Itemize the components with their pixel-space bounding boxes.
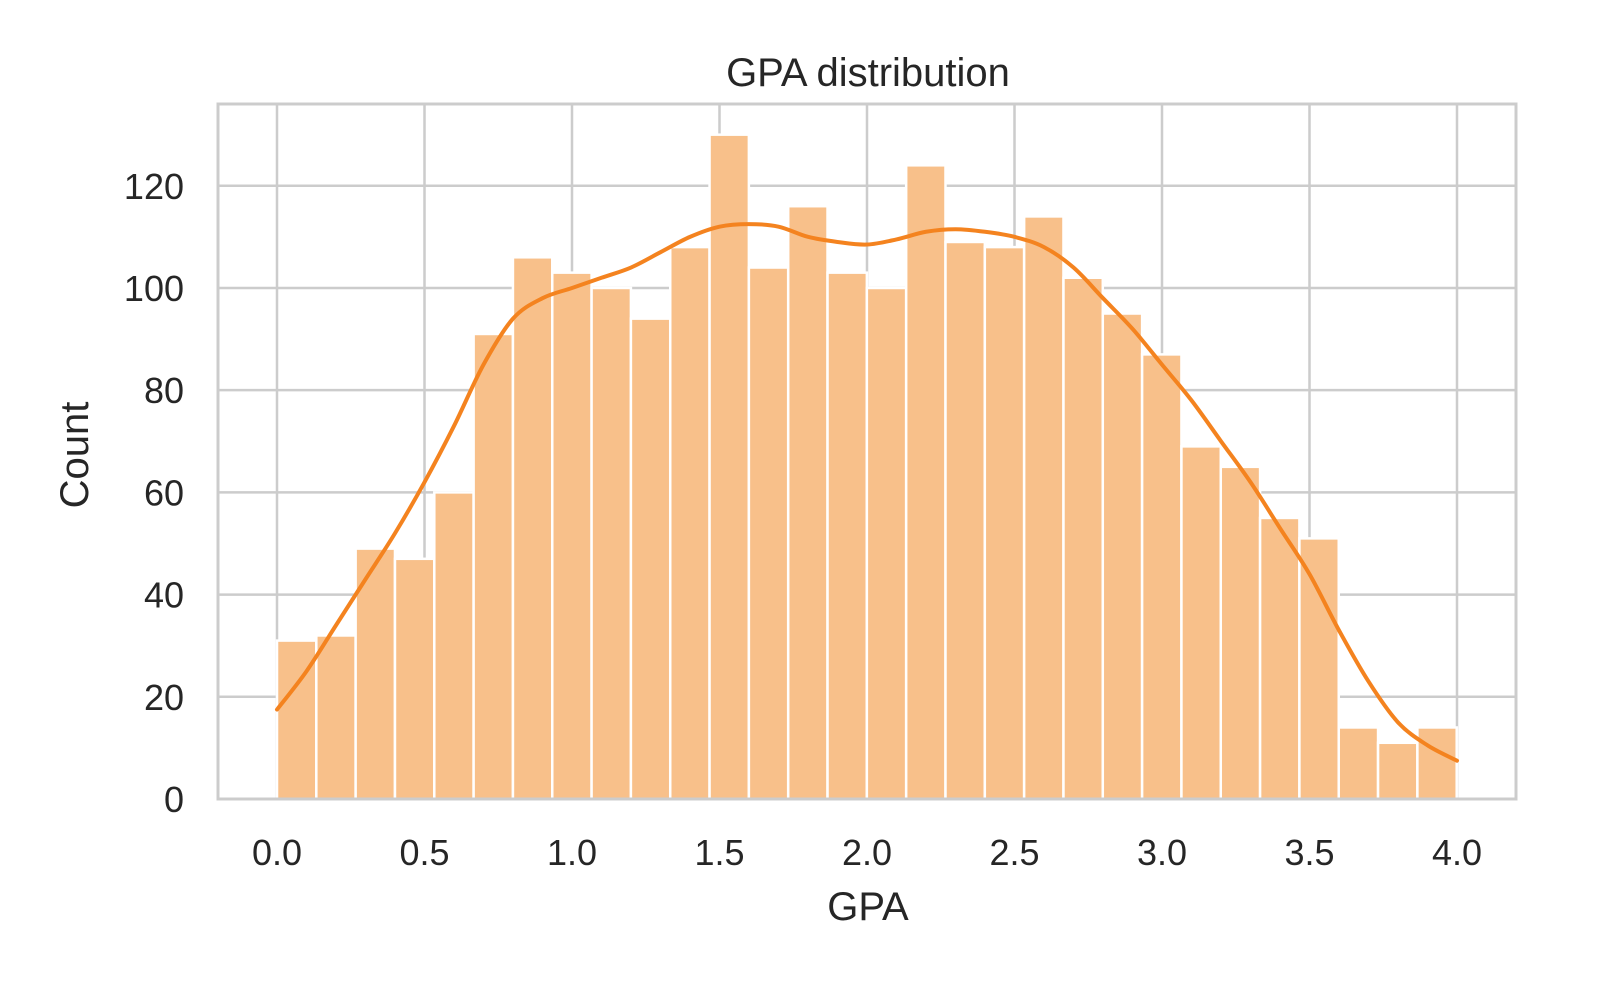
histogram-bar-7 [551, 271, 593, 801]
histogram-bar-14 [826, 271, 869, 801]
x-tick-label-0: 0.0 [252, 832, 302, 873]
x-tick-label-2: 1.0 [547, 832, 597, 873]
x-tick-label-4: 2.0 [842, 832, 892, 873]
y-tick-label-1: 20 [144, 677, 184, 718]
histogram-bar-1 [315, 634, 357, 801]
x-tick-label-8: 4.0 [1432, 832, 1482, 873]
histogram-bar-20 [1062, 276, 1105, 801]
x-tick-label-5: 2.5 [989, 832, 1039, 873]
histogram-bar-15 [865, 286, 908, 801]
plot-frame [216, 102, 1518, 801]
x-axis-label: GPA [827, 885, 909, 929]
kde-layer [275, 222, 1459, 763]
y-tick-label-4: 80 [144, 370, 184, 411]
tick-labels-layer: 0.0 0.5 1.0 1.5 2.0 2.5 3.0 3.5 4.0 0 20 40 60 80 100 1… [124, 166, 1482, 873]
histogram-bar-4 [433, 491, 475, 801]
frame-layer [216, 102, 1518, 801]
bars-layer [275, 133, 1458, 801]
histogram-bar-13 [786, 204, 829, 801]
histogram-bar-29 [1416, 726, 1458, 801]
histogram-bar-28 [1376, 741, 1419, 801]
histogram-bar-12 [747, 266, 790, 801]
histogram-bar-8 [590, 286, 633, 801]
x-tick-label-1: 0.5 [399, 832, 449, 873]
y-tick-label-0: 0 [164, 779, 184, 820]
histogram-bar-6 [511, 256, 554, 801]
histogram-bar-9 [629, 317, 672, 801]
chart-title: GPA distribution [726, 51, 1010, 95]
y-tick-label-6: 120 [124, 166, 184, 207]
histogram-bar-22 [1140, 353, 1183, 801]
histogram-bar-27 [1337, 726, 1380, 801]
histogram-bar-21 [1101, 312, 1144, 801]
histogram-bar-18 [983, 245, 1026, 801]
y-axis-label: Count [53, 402, 97, 509]
histogram-bar-24 [1219, 465, 1262, 801]
kde-curve [275, 222, 1459, 763]
histogram-bar-11 [708, 133, 751, 801]
histogram-bar-5 [472, 332, 515, 801]
histogram-bar-19 [1022, 215, 1065, 801]
histogram-bar-25 [1258, 516, 1301, 801]
x-tick-label-3: 1.5 [694, 832, 744, 873]
histogram-bar-23 [1180, 445, 1223, 801]
y-tick-label-3: 60 [144, 472, 184, 513]
y-tick-label-5: 100 [124, 268, 184, 309]
x-tick-label-7: 3.5 [1284, 832, 1334, 873]
histogram-bar-16 [904, 164, 947, 801]
y-tick-label-2: 40 [144, 575, 184, 616]
histogram-bar-10 [668, 245, 711, 801]
x-tick-label-6: 3.0 [1137, 832, 1187, 873]
histogram-bar-3 [393, 557, 436, 801]
histogram-bar-26 [1298, 537, 1340, 801]
histogram-bar-17 [944, 240, 987, 801]
